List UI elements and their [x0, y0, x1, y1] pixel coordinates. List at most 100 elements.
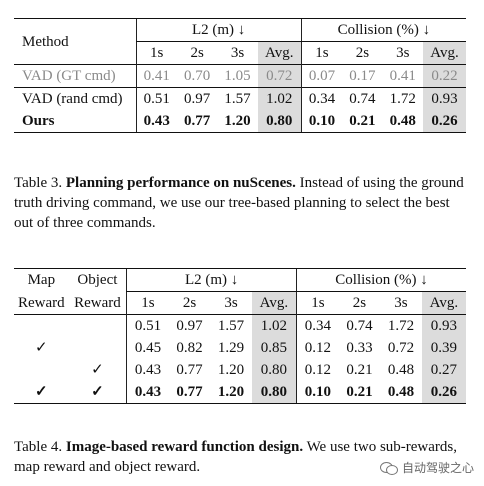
metric-value: 0.34	[296, 314, 339, 337]
l2-group-header: L2 (m) ↓	[126, 268, 297, 292]
metric-value: 0.74	[342, 87, 383, 110]
metric-value: 0.26	[421, 381, 466, 404]
metric-value: 0.72	[387, 340, 415, 356]
metric-value: 0.10	[300, 110, 343, 133]
metric-value: 0.33	[346, 340, 373, 356]
table-4-caption-text: We use two sub-rewards, map reward and o…	[14, 439, 457, 475]
metric-value: 0.41	[382, 64, 423, 88]
metric-value: 0.51	[126, 314, 169, 337]
metric-value: 0.74	[338, 314, 381, 337]
metric-value: 1.20	[217, 362, 245, 378]
metric-value: 0.82	[176, 340, 203, 356]
table-4-caption-label: Table 4.	[14, 439, 63, 455]
column-header-collision-2: 3s	[394, 295, 408, 311]
metric-value: 0.12	[296, 337, 339, 359]
map-reward-checkmark	[14, 359, 69, 381]
metric-value: 1.57	[217, 87, 258, 110]
method-name: VAD (rand cmd)	[14, 87, 136, 110]
metric-value: 0.17	[342, 64, 383, 88]
object-reward-header-top: Object	[68, 268, 127, 292]
map-reward-header-top: Map	[14, 268, 69, 292]
metric-value: 0.27	[421, 359, 466, 381]
metric-value: 0.12	[296, 359, 339, 381]
metric-value: 0.97	[176, 87, 218, 110]
metric-value: 0.80	[257, 110, 302, 133]
column-header-collision-3: Avg.	[421, 291, 466, 315]
column-header-collision-3: Avg.	[422, 41, 466, 65]
metric-value: 0.39	[421, 337, 466, 359]
metric-value: 1.05	[217, 64, 258, 88]
metric-value: 0.48	[380, 381, 422, 404]
column-header-l2-3: Avg.	[257, 41, 302, 65]
metric-value: 0.21	[346, 362, 373, 378]
map-reward-checkmark: ✓	[14, 381, 69, 404]
table-3-caption-label: Table 3.	[14, 175, 63, 191]
table-row: Ours 0.43 0.77 1.20 0.80 0.10 0.21 0.48 0.26	[14, 110, 466, 133]
collision-group-header: Collision (%) ↓	[296, 268, 466, 292]
column-header-l2-1: 2s	[190, 45, 204, 61]
column-header-l2-2: 3s	[230, 45, 245, 61]
metric-value: 1.57	[210, 314, 252, 337]
column-header-collision-1: 2s	[355, 45, 370, 61]
metric-value: 1.20	[210, 381, 252, 404]
map-reward-header-bottom: Reward	[18, 294, 65, 311]
metric-value: 0.77	[168, 381, 211, 404]
column-header-l2-3: Avg.	[251, 291, 297, 315]
wechat-icon	[379, 461, 398, 475]
watermark-text: 自动驾驶之心	[401, 461, 474, 475]
metric-value: 0.43	[126, 359, 169, 381]
table-4: Map Object L2 (m) ↓ Collision (%) ↓ Rewa…	[14, 268, 466, 404]
metric-value: 0.85	[251, 337, 297, 359]
metric-value: 0.34	[300, 87, 343, 110]
metric-value: 0.80	[251, 381, 297, 404]
metric-value: 0.10	[296, 381, 339, 404]
metric-value: 0.45	[126, 337, 169, 359]
metric-value: 0.21	[342, 110, 383, 133]
metric-value: 1.20	[217, 110, 258, 133]
column-header-l2-0: 1s	[135, 41, 177, 65]
metric-value: 1.29	[217, 340, 245, 356]
metric-value: 0.77	[176, 110, 218, 133]
table-row: ✓ ✓ 0.43 0.77 1.20 0.80 0.10 0.21 0.48 0.26	[14, 381, 466, 404]
table-3-caption: Table 3. Planning performance on nuScene…	[14, 173, 470, 233]
collision-group-header: Collision (%) ↓	[300, 18, 466, 42]
column-header-collision-1: 2s	[352, 295, 367, 311]
metric-value: 0.21	[338, 381, 381, 404]
object-reward-checkmark	[69, 337, 127, 359]
metric-value: 1.72	[382, 87, 423, 110]
metric-value: 0.48	[382, 110, 423, 133]
metric-value: 0.72	[257, 64, 302, 88]
table-row: ✓ 0.45 0.82 1.29 0.85 0.12 0.33 0.72 0.39	[14, 337, 466, 359]
method-header: Method	[14, 18, 136, 65]
metric-value: 0.43	[126, 381, 169, 404]
column-header-collision-0: 1s	[300, 41, 343, 65]
metric-value: 0.70	[176, 64, 218, 88]
metric-value: 0.43	[135, 110, 177, 133]
column-header-collision-0: 1s	[296, 291, 339, 315]
table-row: ✓ 0.43 0.77 1.20 0.80 0.12 0.21 0.48 0.27	[14, 359, 466, 381]
metric-value: 0.93	[422, 87, 466, 110]
metric-value: 1.02	[257, 87, 302, 110]
map-reward-checkmark: ✓	[35, 340, 48, 356]
object-reward-checkmark: ✓	[91, 362, 104, 378]
watermark: 自动驾驶之心	[379, 459, 474, 476]
map-reward-checkmark	[14, 314, 69, 337]
column-header-l2-2: 3s	[224, 295, 238, 311]
object-reward-header-bottom: Reward	[74, 294, 121, 311]
table-3-column-header-row: 1s 2s 3s Avg. 1s 2s 3s Avg.	[14, 41, 466, 65]
metric-value: 0.41	[135, 64, 177, 88]
method-name: Ours	[14, 110, 136, 133]
metric-value: 0.26	[422, 110, 466, 133]
metric-value: 0.77	[176, 362, 203, 378]
table-4-caption: Table 4. Image-based reward function des…	[14, 437, 470, 477]
table-row: VAD (rand cmd) 0.51 0.97 1.57 1.02 0.34 0.74 1.…	[14, 87, 466, 110]
metric-value: 0.22	[422, 64, 466, 88]
l2-group-header: L2 (m) ↓	[135, 18, 302, 42]
column-header-l2-0: 1s	[126, 291, 169, 315]
column-header-collision-2: 3s	[396, 45, 410, 61]
metric-value: 0.48	[387, 362, 415, 378]
metric-value: 0.93	[421, 314, 466, 337]
table-row: VAD (GT cmd) 0.41 0.70 1.05 0.72 0.07 0.17 0.41…	[14, 64, 466, 88]
metric-value: 0.97	[168, 314, 211, 337]
